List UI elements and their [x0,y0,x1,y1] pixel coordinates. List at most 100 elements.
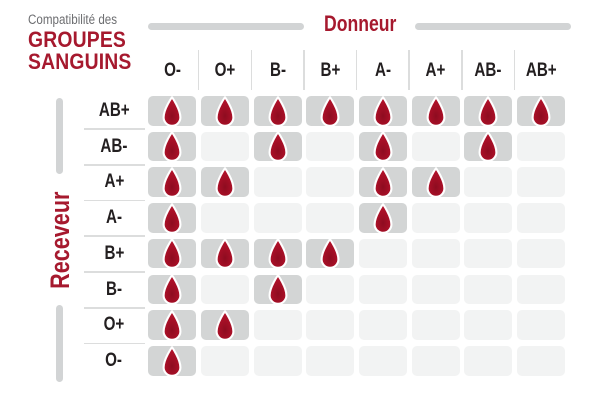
receiver-label-O+: O+ [84,310,144,340]
cell-O+-B+-incompatible [306,310,355,340]
cell-O--AB--incompatible [464,346,513,376]
blood-drop-icon [162,131,182,162]
cell-O--O--compatible [148,345,197,377]
blood-drop-icon [162,274,182,305]
receiver-label-text: O- [105,350,123,372]
receiver-label-text: O+ [103,314,125,336]
cell-AB+-A+-compatible [411,95,460,127]
receiver-label-A+: A+ [84,167,144,197]
row-separator [84,306,145,309]
blood-drop-icon [162,238,182,270]
blood-drop-icon [162,167,182,198]
cell-B--B--compatible [253,274,302,305]
header-separator [250,50,253,90]
cell-B+-O--compatible [148,238,197,270]
blood-drop-icon [478,131,498,162]
receiver-divider-bottom [56,305,63,382]
cell-A--B+-incompatible [306,203,355,233]
cell-AB+-A--compatible [358,95,407,127]
cell-A+-AB+-incompatible [516,167,565,197]
donor-header-O-: O- [148,52,196,90]
blood-drop-icon [373,202,393,234]
cell-O+-AB+-incompatible [516,310,565,340]
receiver-label-text: A+ [104,171,124,193]
blood-drop-icon [373,95,393,127]
page-title-line1: GROUPES [28,27,142,53]
receiver-label-AB+: AB+ [84,96,144,126]
cell-A+-A+-compatible [411,167,460,198]
blood-drop-icon [478,95,498,127]
cell-AB+-AB--compatible [464,95,513,127]
cell-B+-O+-compatible [200,238,249,270]
donor-header-label: B- [269,60,286,81]
receiver-label-B-: B- [84,275,144,305]
blood-drop-icon [215,309,235,341]
receiver-label-A-: A- [84,203,144,233]
cell-A+-B--incompatible [253,167,302,197]
cell-A+-B+-incompatible [306,167,355,197]
cell-B+-AB--incompatible [464,238,513,269]
blood-drop-icon [426,167,445,198]
cell-O--O+-incompatible [200,346,249,376]
donor-divider-left [148,23,304,30]
cell-AB--B--compatible [253,131,302,162]
cell-A+-O+-compatible [200,167,249,198]
blood-drop-icon [268,274,288,305]
receiver-label-text: A- [105,207,123,229]
donor-header-B-: B- [254,52,302,90]
cell-B+-B--compatible [253,238,302,270]
cell-AB--A--compatible [358,131,407,162]
title-subtitle: Compatibilité des [28,12,132,27]
donor-header-label: O- [163,60,181,81]
row-separator [84,235,145,238]
cell-AB+-O+-compatible [200,95,249,127]
donor-header-label: AB+ [525,60,557,81]
receiver-axis-label-text: Receveur [45,191,75,289]
donor-header-label: AB- [474,60,502,81]
donor-axis-label: Donneur [300,11,420,37]
receiver-divider-top [56,98,63,174]
cell-O--B+-incompatible [306,346,355,376]
cell-AB+-O--compatible [148,95,197,127]
cell-B--AB+-incompatible [516,274,565,305]
cell-A--B--incompatible [253,203,302,233]
cell-O--AB+-incompatible [516,346,565,376]
blood-drop-icon [320,95,340,127]
header-separator [408,50,411,90]
cell-AB+-AB+-compatible [516,95,565,127]
cell-B--O+-incompatible [200,274,249,305]
receiver-label-AB-: AB- [84,132,144,162]
cell-A+-O--compatible [148,167,197,198]
blood-drop-icon [320,238,340,270]
cell-B--A+-incompatible [411,274,460,305]
receiver-label-text: B+ [104,242,124,264]
row-separator [84,342,145,345]
donor-header-AB-: AB- [464,52,512,90]
blood-drop-icon [373,167,393,198]
blood-drop-icon [268,238,288,270]
cell-O+-A+-incompatible [411,310,460,340]
cell-A+-AB--incompatible [464,167,513,197]
donor-header-O+: O+ [201,52,249,90]
cell-B--O--compatible [148,274,197,305]
donor-header-B+: B+ [306,52,354,90]
receiver-axis-label: Receveur [45,175,75,305]
blood-drop-icon [162,309,182,341]
donor-header-label: A+ [425,60,446,81]
donor-header-AB+: AB+ [517,52,565,90]
row-separator [84,271,145,273]
cell-A--A--compatible [358,202,407,234]
cell-AB+-B+-compatible [306,95,355,127]
donor-header-A-: A- [359,52,407,90]
receiver-label-O-: O- [84,346,144,376]
blood-drop-icon [215,95,235,127]
donor-divider-right [415,23,571,30]
header-separator [461,50,463,90]
header-separator [197,50,200,90]
donor-axis-label-text: Donneur [323,11,397,36]
cell-O+-A--incompatible [358,310,407,340]
row-separator [84,128,145,130]
blood-drop-icon [426,95,445,127]
cell-A--AB+-incompatible [516,203,565,233]
